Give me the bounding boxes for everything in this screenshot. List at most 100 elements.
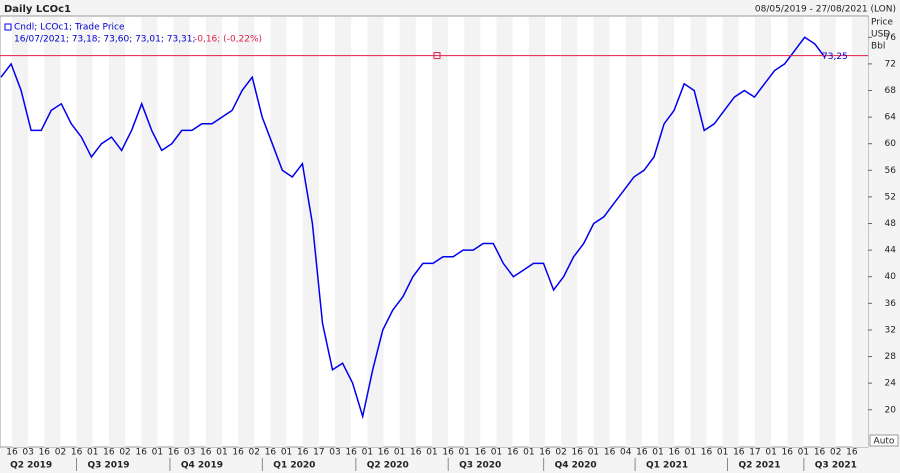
band	[787, 17, 804, 447]
legend-name: Cndl; LCOc1; Trade Price	[14, 23, 125, 33]
x-tick-label: Q2 2020	[367, 461, 409, 471]
x-day-label: 16	[782, 448, 794, 458]
y-tick-label: 40	[885, 272, 897, 282]
band	[658, 17, 675, 447]
band	[625, 17, 642, 447]
y-tick-label: 36	[885, 299, 897, 309]
legend-swatch	[4, 23, 12, 31]
y-tick-label: 52	[885, 192, 896, 202]
x-day-label: 16	[71, 448, 83, 458]
band	[399, 17, 416, 447]
axis-label: Bbl	[871, 42, 885, 52]
x-day-label: 16	[39, 448, 51, 458]
chart-title: Daily LCOc1	[4, 4, 71, 15]
x-day-label: 02	[830, 448, 841, 458]
band	[108, 17, 126, 447]
x-day-label: 16	[200, 448, 212, 458]
x-day-label: 16	[442, 448, 454, 458]
band	[561, 17, 578, 447]
x-day-label: 01	[458, 448, 469, 458]
band	[238, 17, 255, 447]
band	[431, 17, 449, 447]
x-day-label: 02	[55, 448, 66, 458]
x-day-label: 02	[249, 448, 260, 458]
band	[335, 17, 352, 447]
y-tick-label: 44	[885, 246, 897, 256]
cursor-marker	[433, 52, 441, 60]
x-day-label: 16	[668, 448, 680, 458]
y-tick-label: 32	[885, 325, 896, 335]
x-day-label: 16	[507, 448, 519, 458]
band	[367, 17, 384, 447]
band	[528, 17, 545, 447]
x-day-label: 16	[604, 448, 616, 458]
x-day-label: 16	[265, 448, 277, 458]
y-tick-label: 68	[885, 86, 897, 96]
x-day-label: 01	[652, 448, 663, 458]
x-day-label: 17	[749, 448, 760, 458]
last-price-label: 73,25	[822, 52, 848, 62]
price-line	[0, 36, 826, 420]
x-day-label: 03	[22, 448, 33, 458]
x-day-label: 02	[119, 448, 130, 458]
x-day-label: 16	[572, 448, 584, 458]
y-tick-label: 72	[885, 59, 896, 69]
x-day-label: 01	[491, 448, 502, 458]
x-day-label: 16	[6, 448, 18, 458]
x-tick-label: Q2 2019	[10, 461, 52, 471]
band	[205, 17, 222, 447]
x-day-label: 16	[297, 448, 309, 458]
y-tick-label: 60	[885, 139, 897, 149]
x-tick-label: Q3 2019	[87, 461, 129, 471]
x-day-label: 16	[701, 448, 713, 458]
y-tick-label: 28	[885, 352, 897, 362]
band	[754, 17, 772, 447]
x-day-label: 16	[475, 448, 487, 458]
axis-label: Price	[871, 18, 893, 28]
axis-label: USD	[871, 30, 890, 40]
auto-button[interactable]	[869, 434, 899, 447]
x-day-label: 01	[765, 448, 776, 458]
x-day-label: 16	[410, 448, 422, 458]
x-tick-label: Q3 2020	[459, 461, 501, 471]
x-day-label: 16	[636, 448, 648, 458]
auto-label[interactable]: Auto	[874, 437, 895, 447]
x-tick-label: Q1 2020	[273, 461, 315, 471]
x-tick-label: Q4 2019	[181, 461, 223, 471]
x-tick-label: Q2 2021	[738, 461, 780, 471]
x-day-label: 16	[539, 448, 551, 458]
x-day-label: 16	[103, 448, 115, 458]
band	[270, 17, 287, 447]
x-tick-label: Q3 2021	[815, 461, 857, 471]
band	[44, 17, 61, 447]
y-tick-label: 24	[885, 379, 897, 389]
x-day-label: 01	[216, 448, 227, 458]
band	[464, 17, 481, 447]
x-day-label: 04	[620, 448, 632, 458]
x-day-label: 03	[329, 448, 340, 458]
y-tick-label: 56	[885, 166, 897, 176]
x-day-label: 01	[685, 448, 696, 458]
y-tick-label: 64	[885, 113, 897, 123]
band	[851, 17, 868, 447]
x-day-label: 17	[313, 448, 324, 458]
x-day-label: 16	[814, 448, 826, 458]
legend-change: -0,16; (-0,22%)	[194, 35, 262, 45]
x-day-label: 01	[717, 448, 728, 458]
x-day-label: 16	[378, 448, 390, 458]
band	[819, 17, 836, 447]
x-day-label: 16	[168, 448, 180, 458]
band	[690, 17, 707, 447]
x-day-label: 01	[394, 448, 405, 458]
band	[76, 17, 93, 447]
x-tick-label: Q4 2020	[555, 461, 597, 471]
x-day-label: 16	[232, 448, 244, 458]
y-tick-label: 48	[885, 219, 897, 229]
band	[722, 17, 739, 447]
band	[141, 17, 158, 447]
x-day-label: 01	[362, 448, 373, 458]
y-tick-label: 76	[885, 33, 897, 43]
x-day-label: 03	[184, 448, 195, 458]
x-day-label: 01	[87, 448, 98, 458]
